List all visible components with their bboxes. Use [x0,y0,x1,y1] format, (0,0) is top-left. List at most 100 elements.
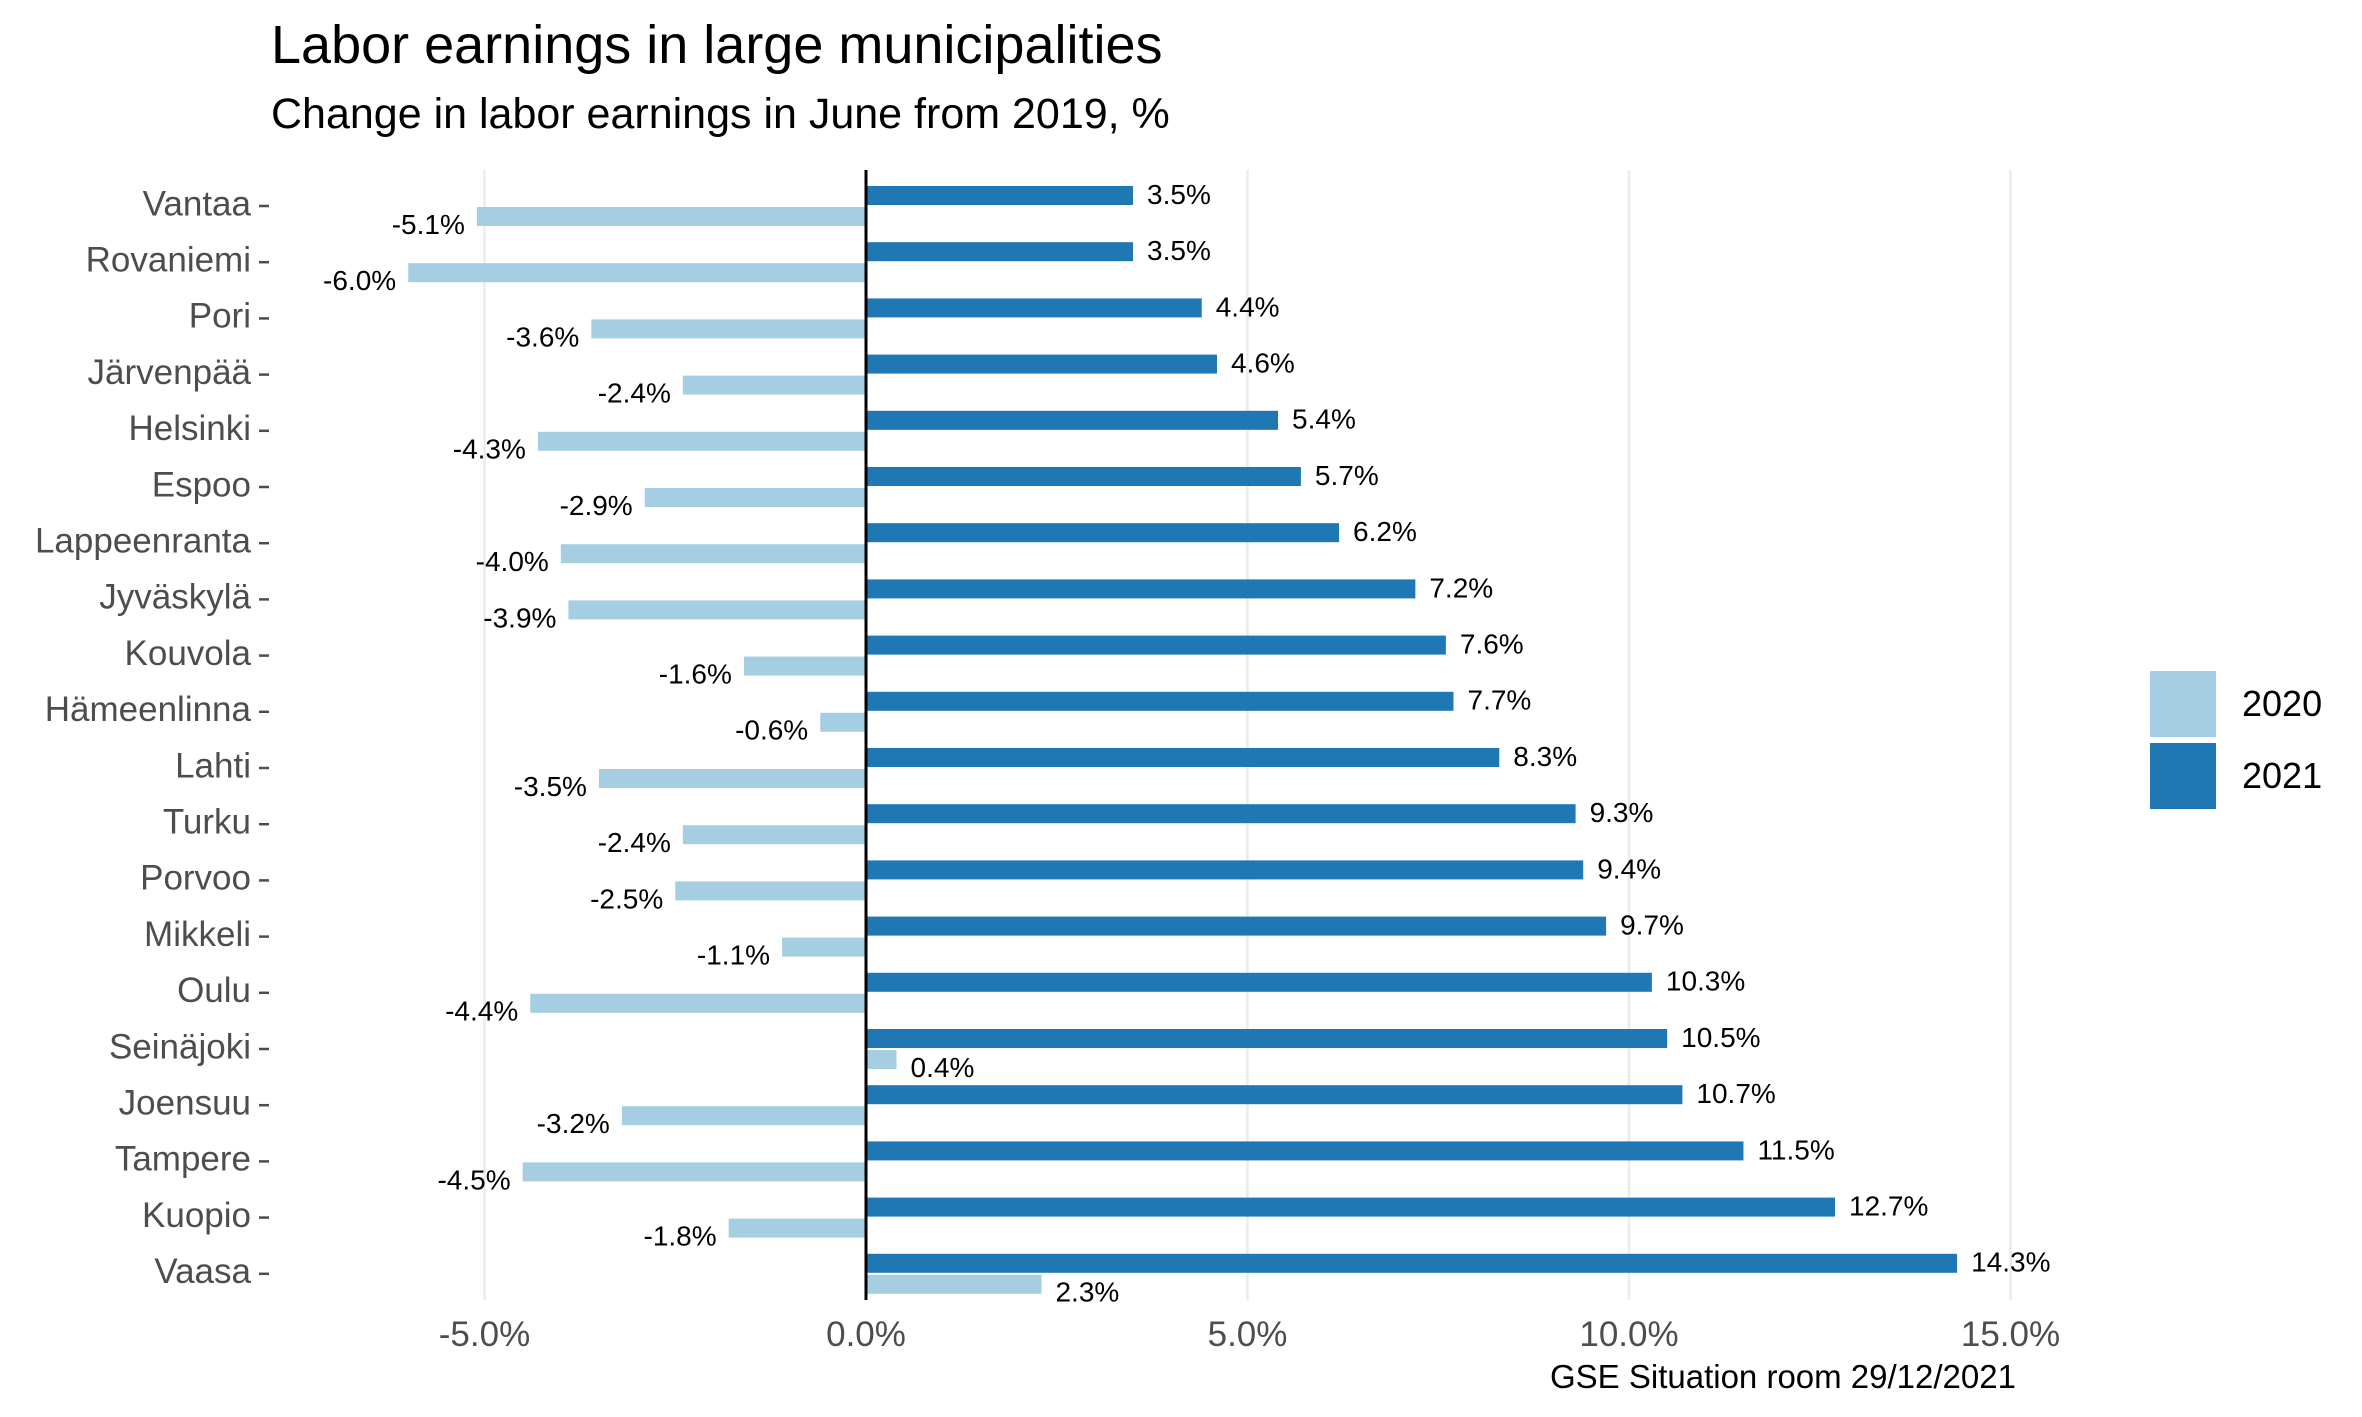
data-label-2021: 5.4% [1292,404,1356,435]
data-label-2020: -5.1% [392,209,465,240]
bar-2020 [530,993,866,1013]
bar-2020 [682,375,866,395]
category-label: Hämeenlinna [45,690,252,729]
x-tick-label: 10.0% [1579,1315,1678,1354]
legend-label-2021: 2021 [2242,755,2323,796]
data-label-2020: -4.5% [437,1164,510,1195]
bar-2021 [866,748,1500,767]
category-label: Mikkeli [144,915,251,954]
data-label-2020: -1.1% [697,939,770,970]
bar-2021 [866,860,1584,880]
category-label: Seinäjoki [109,1027,251,1066]
category-label: Joensuu [119,1083,251,1122]
data-label-2020: -4.0% [476,546,549,577]
data-label-2021: 12.7% [1849,1190,1928,1221]
bar-2020 [866,1274,1042,1294]
chart-caption: GSE Situation room 29/12/2021 [1550,1358,2016,1395]
data-label-2021: 6.2% [1353,516,1417,547]
data-label-2020: -4.3% [453,434,526,465]
bar-2020 [560,544,866,564]
axes: -5.0% 0.0% 5.0% 10.0% 15.0% Vantaa Rovaniemi Po… [35,170,2060,1354]
data-label-2020: -2.4% [598,377,671,408]
bar-2021 [866,579,1416,599]
bar-2021 [866,1029,1668,1048]
category-label: Lappeenranta [35,521,252,560]
legend: 2020 2021 [2150,668,2322,812]
x-tick-label: 0.0% [826,1315,906,1354]
legend-item-2021: 2021 [2150,740,2322,812]
data-label-2021: 7.2% [1429,572,1493,603]
category-label: Vaasa [154,1252,251,1291]
bar-2020 [866,1050,897,1069]
data-label-2020: -3.6% [506,321,579,352]
bar-2020 [728,1218,866,1238]
chart-subtitle: Change in labor earnings in June from 20… [271,90,1170,138]
data-label-2020: -3.5% [514,771,587,802]
data-label-2021: 11.5% [1757,1134,1834,1165]
data-label-2020: 0.4% [911,1052,975,1083]
category-label: Kouvola [125,634,252,673]
category-label: Oulu [177,971,251,1010]
category-label: Vantaa [143,184,252,223]
bar-2020 [782,937,866,957]
bar-2021 [866,298,1202,318]
data-label-2020: -2.9% [560,490,633,521]
legend-key-2021 [2150,743,2216,809]
category-label: Rovaniemi [86,240,251,279]
data-label-2020: -1.8% [644,1220,717,1251]
data-label-2021: 10.3% [1666,966,1745,997]
category-label: Pori [189,297,251,336]
data-label-2020: -3.9% [483,602,556,633]
data-label-2021: 9.3% [1590,797,1654,828]
legend-item-2020: 2020 [2150,668,2322,740]
bars [408,186,1958,1294]
bar-2021 [866,691,1454,711]
data-label-2020: 2.3% [1055,1277,1119,1308]
bar-2020 [476,207,866,226]
data-labels: 3.5% -5.1% 3.5% -6.0% 4.4% -3.6% 4.6% -2.4% 5.4%… [323,179,2050,1308]
bar-2021 [866,467,1301,486]
category-label: Lahti [175,746,251,785]
category-label: Jyväskylä [99,578,251,617]
category-label: Espoo [152,465,251,504]
data-label-2021: 8.3% [1513,741,1577,772]
bar-2020 [743,656,866,676]
bar-2020 [568,600,866,620]
data-label-2021: 9.7% [1620,909,1684,940]
category-label: Järvenpää [88,353,252,392]
bar-2020 [621,1106,866,1126]
bar-2020 [682,825,866,845]
bar-2021 [866,186,1134,205]
bar-2021 [866,804,1576,824]
data-label-2021: 10.5% [1681,1022,1760,1053]
bar-2021 [866,523,1340,543]
bar-2020 [644,488,866,507]
data-label-2020: -1.6% [659,658,732,689]
bar-2020 [591,319,866,339]
bar-2021 [866,1253,1958,1273]
data-label-2021: 14.3% [1971,1247,2050,1278]
data-label-2021: 4.6% [1231,347,1295,378]
bar-2020 [675,881,866,901]
data-label-2020: -4.4% [445,996,518,1027]
data-label-2021: 9.4% [1597,853,1661,884]
bar-2021 [866,410,1279,430]
bar-2021 [866,1085,1683,1105]
data-label-2021: 3.5% [1147,179,1211,210]
data-label-2021: 5.7% [1315,460,1379,491]
bar-2021 [866,1141,1744,1161]
gridlines [483,170,2012,1300]
legend-label-2020: 2020 [2242,683,2323,724]
bar-2020 [522,1162,866,1182]
bar-2021 [866,916,1607,936]
data-label-2021: 10.7% [1696,1078,1775,1109]
category-label: Tampere [115,1140,251,1179]
data-label-2021: 3.5% [1147,235,1211,266]
bar-2021 [866,242,1134,262]
x-tick-label: 15.0% [1961,1315,2060,1354]
data-label-2020: -6.0% [323,265,396,296]
data-label-2021: 7.6% [1460,628,1524,659]
x-tick-label: -5.0% [439,1315,530,1354]
bar-2020 [408,263,866,283]
